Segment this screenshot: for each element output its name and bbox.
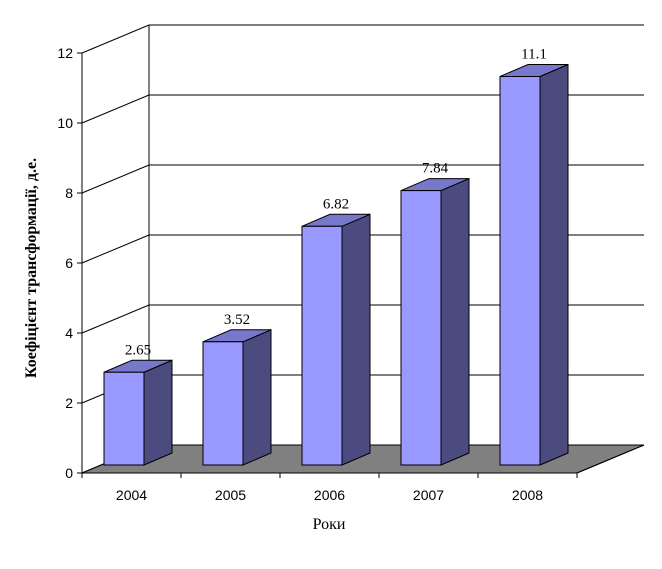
bar-side [341,213,371,466]
data-label: 6.82 [323,196,349,212]
x-axis-ticks: 2004 2005 2006 2007 2008 [81,473,578,503]
x-tick-label: 2007 [413,487,444,503]
bar-side [539,63,569,466]
bar [202,341,244,466]
gridline-diagonal [81,304,150,334]
x-tick-label: 2005 [215,487,246,503]
y-tick-label: 4 [65,325,73,341]
y-tick-label: 10 [57,115,73,131]
data-label: 7.84 [422,161,449,177]
bar-side [440,177,470,466]
gridline-diagonal [81,164,150,194]
bar-side [143,359,173,466]
bar-side [242,329,272,466]
bar [103,371,145,466]
x-tick-label: 2008 [512,487,543,503]
y-tick-label: 12 [57,45,73,61]
y-tick-label: 6 [65,255,73,271]
x-axis-title: Роки [313,516,346,533]
bar [301,225,343,466]
data-label: 11.1 [521,47,547,63]
y-axis-ticks: 0 2 4 6 8 10 12 [57,45,83,481]
gridline-diagonal [81,234,150,264]
y-tick-label: 8 [65,185,73,201]
x-tick-label: 2006 [314,487,345,503]
bar [499,76,541,466]
gridline-diagonal [81,24,150,54]
bars [103,63,569,466]
x-tick-label: 2004 [116,487,147,503]
floor-edge [576,444,645,474]
bar [400,190,442,466]
y-tick-label: 2 [65,395,73,411]
y-axis-title: Коефіцієнт трансформації, д.е. [23,158,40,378]
data-label: 3.52 [224,312,250,328]
data-labels: 2.65 3.52 6.82 7.84 11.1 [125,47,547,359]
gridline-diagonal [81,94,150,124]
y-tick-label: 0 [65,465,73,481]
data-label: 2.65 [125,342,151,358]
